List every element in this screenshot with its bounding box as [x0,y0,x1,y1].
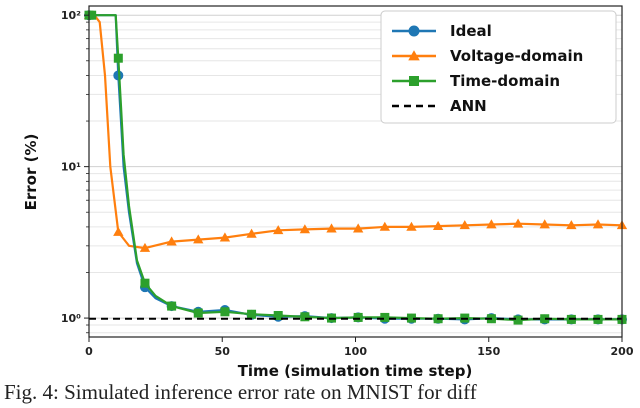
y-tick-label: 10⁰ [61,312,81,325]
y-tick-label: 10² [61,9,81,22]
data-point-voltage-domain [512,218,524,228]
legend-marker [409,76,419,86]
legend-item-ideal: Ideal [392,22,492,40]
legend-label: Ideal [450,22,492,40]
data-point-voltage-domain [193,234,204,244]
data-point-time-domain [353,312,363,322]
y-axis: 10⁰ 10¹ 10² [61,9,89,334]
data-point-voltage-domain [219,232,231,242]
data-point-time-domain [113,53,123,63]
x-tick-label: 100 [344,345,367,358]
data-point-voltage-domain [113,226,124,236]
data-point-time-domain [380,312,390,322]
data-point-time-domain [140,278,150,288]
data-point-time-domain [513,315,523,325]
data-point-voltage-domain [246,228,257,238]
figure-caption: Fig. 4: Simulated inference error rate o… [4,380,477,404]
data-point-voltage-domain [566,220,577,230]
data-point-time-domain [167,301,177,311]
data-point-voltage-domain [459,220,470,230]
data-point-voltage-domain [166,236,177,246]
y-tick-label: 10¹ [61,161,81,174]
data-point-time-domain [87,10,97,20]
data-point-voltage-domain [592,219,604,229]
data-point-voltage-domain [432,220,444,230]
x-tick-label: 50 [215,345,231,358]
data-point-time-domain [247,309,257,319]
legend-marker [408,25,420,37]
legend-label: Voltage-domain [450,47,583,65]
legend-marker [408,50,420,61]
data-point-time-domain [193,308,203,318]
legend-box [380,10,617,124]
data-point-voltage-domain [486,219,497,229]
x-tick-label: 200 [611,345,634,358]
legend-item-time-domain: Time-domain [392,72,560,90]
series-layer [83,10,628,325]
data-point-voltage-domain [406,221,417,231]
legend-item-ann: ANN [392,97,487,115]
data-point-voltage-domain [326,223,337,233]
data-point-time-domain [220,307,230,317]
data-point-voltage-domain [273,225,284,235]
legend-label: Time-domain [450,72,560,90]
data-point-voltage-domain [352,223,364,233]
data-point-time-domain [273,310,283,320]
data-point-voltage-domain [539,219,550,229]
series-line-time-domain [89,14,622,322]
x-tick-label: 150 [477,345,500,358]
legend-label: ANN [450,97,487,115]
data-point-voltage-domain [379,221,390,231]
data-point-voltage-domain [139,242,151,252]
data-point-time-domain [406,313,416,323]
series-voltage-domain [83,10,628,252]
data-point-time-domain [300,312,310,322]
y-axis-label: Error (%) [22,134,40,211]
legend: Ideal Voltage-domain Time-domain ANN [380,10,617,124]
chart: 0 50 100 150 200 10⁰ 10¹ 10² Time (simulation … [22,5,634,380]
x-axis: 0 50 100 150 200 [85,337,634,358]
x-tick-label: 0 [85,345,93,358]
x-axis-label: Time (simulation time step) [238,362,473,380]
data-point-time-domain [540,314,550,324]
legend-item-voltage-domain: Voltage-domain [392,47,583,65]
data-point-voltage-domain [299,224,311,234]
series-line-voltage-domain [89,14,623,250]
